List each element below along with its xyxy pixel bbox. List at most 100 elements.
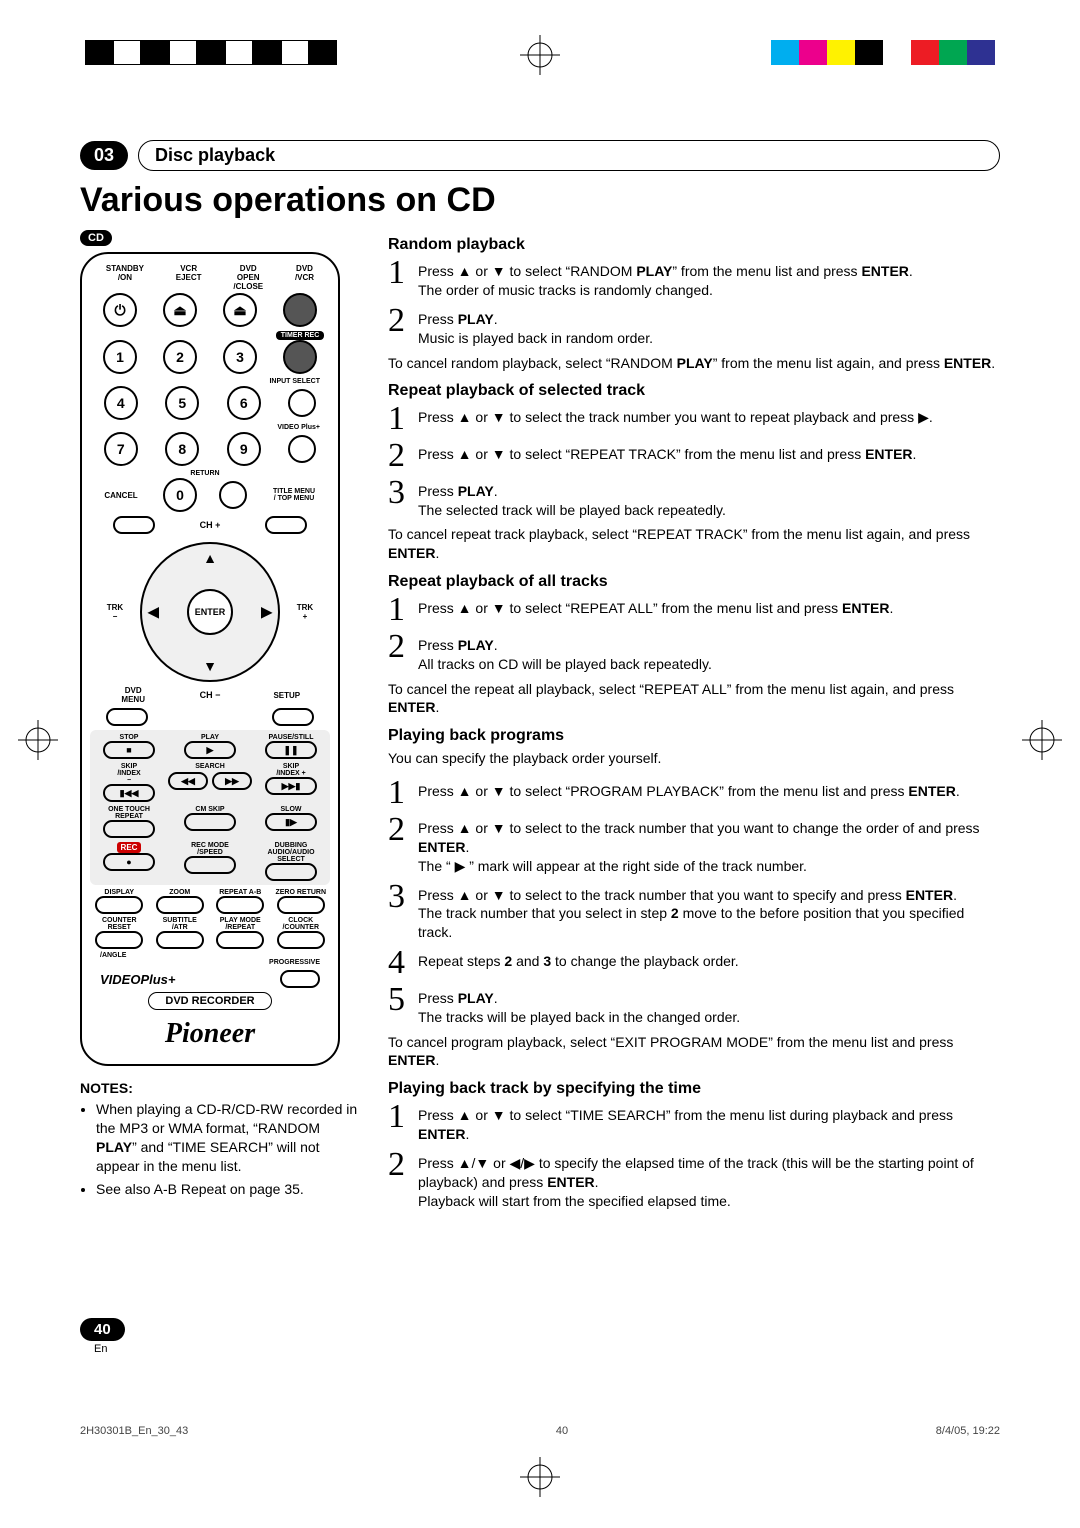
step-number: 4 — [388, 948, 418, 979]
btn-5: 5 — [165, 386, 199, 420]
btn-dvd-menu — [106, 708, 148, 726]
step-number: 2 — [388, 1150, 418, 1211]
btn-input-select — [288, 389, 316, 417]
footer-right: 8/4/05, 19:22 — [936, 1425, 1000, 1437]
step-number: 1 — [388, 1102, 418, 1144]
lbl-videoplus: VIDEO Plus+ — [90, 424, 330, 431]
programs-intro: You can specify the playback order yours… — [388, 749, 1000, 768]
heading-repeat-all: Repeat playback of all tracks — [388, 573, 1000, 591]
btn-fwd: ▶▶ — [212, 772, 252, 790]
btn-pause: ❚❚ — [265, 741, 317, 759]
lbl-trk-minus: TRK− — [90, 603, 140, 621]
cancel-note: To cancel random playback, select “RANDO… — [388, 354, 1000, 373]
chapter-title: Disc playback — [138, 140, 1000, 171]
step-number: 1 — [388, 595, 418, 626]
step-number: 2 — [388, 441, 418, 472]
heading-random: Random playback — [388, 236, 1000, 254]
btn-display — [95, 896, 143, 914]
lbl-search: SEARCH — [195, 763, 225, 770]
btn-vcr-eject: ⏏ — [163, 293, 197, 327]
step-text: Press ▲ or ▼ to select “REPEAT ALL” from… — [418, 595, 1000, 626]
lbl-progressive: PROGRESSIVE — [90, 959, 330, 966]
btn-cmskip — [184, 813, 236, 831]
step-text: Press ▲ or ▼ to select “REPEAT TRACK” fr… — [418, 441, 1000, 472]
registration-cross-top — [520, 35, 560, 75]
btn-zoom — [156, 896, 204, 914]
notes-heading: NOTES: — [80, 1080, 360, 1096]
step-text: Repeat steps 2 and 3 to change the playb… — [418, 948, 1000, 979]
lbl-playmode: PLAY MODE/REPEAT — [220, 917, 261, 931]
lbl-title-menu: TITLE MENU/ TOP MENU — [269, 488, 319, 502]
note-item: See also A-B Repeat on page 35. — [96, 1180, 360, 1199]
colorbars-left — [85, 40, 337, 65]
colorbars-right — [771, 40, 995, 65]
btn-setup — [272, 708, 314, 726]
lbl-dubbing: DUBBING — [275, 842, 308, 849]
btn-1: 1 — [103, 340, 137, 374]
arrow-down-icon: ▼ — [203, 658, 217, 674]
btn-cancel — [113, 516, 155, 534]
step-text: Press PLAY.Music is played back in rando… — [418, 306, 1000, 348]
lbl-angle: /ANGLE — [90, 952, 330, 959]
step-text: Press ▲ or ▼ to select “PROGRAM PLAYBACK… — [418, 778, 1000, 809]
lbl-subtitle: SUBTITLE/ATR — [163, 917, 197, 931]
lbl-stop: STOP — [94, 734, 164, 741]
heading-programs: Playing back programs — [388, 727, 1000, 745]
btn-skip-next: ▶▶▮ — [265, 777, 317, 795]
btn-9: 9 — [227, 432, 261, 466]
registration-marks-top — [0, 0, 1080, 90]
lbl-play: PLAY — [168, 734, 252, 741]
lbl-input-select: INPUT SELECT — [90, 378, 330, 385]
step-number: 1 — [388, 258, 418, 300]
step-text: Press ▲ or ▼ to select “TIME SEARCH” fro… — [418, 1102, 1000, 1144]
btn-return — [219, 481, 247, 509]
btn-title-menu — [265, 516, 307, 534]
footer: 2H30301B_En_30_43 40 8/4/05, 19:22 — [0, 1385, 1080, 1447]
arrow-up-icon: ▲ — [203, 550, 217, 566]
btn-progressive — [280, 970, 320, 988]
step-text: Press ▲ or ▼ to select “RANDOM PLAY” fro… — [418, 258, 1000, 300]
step-text: Press PLAY.All tracks on CD will be play… — [418, 632, 1000, 674]
footer-left: 2H30301B_En_30_43 — [80, 1425, 188, 1437]
remote-control-diagram: STANDBY/ON VCREJECT DVDOPEN/CLOSE DVD/VC… — [80, 252, 340, 1066]
page-content: 03 Disc playback Various operations on C… — [0, 90, 1080, 1385]
lbl-repeatab: REPEAT A-B — [219, 889, 261, 896]
cancel-note: To cancel the repeat all playback, selec… — [388, 680, 1000, 718]
page-title: Various operations on CD — [80, 181, 1000, 220]
lbl-pause: PAUSE/STILL — [256, 734, 326, 741]
btn-8: 8 — [165, 432, 199, 466]
step-number: 1 — [388, 404, 418, 435]
lbl-audio: AUDIO/AUDIOSELECT — [267, 849, 314, 863]
lbl-trk-plus: TRK+ — [280, 603, 330, 621]
lbl-dvd-vcr: DVD/VCR — [295, 264, 314, 291]
chapter-header: 03 Disc playback — [80, 140, 1000, 171]
lbl-cmskip: CM SKIP — [168, 806, 252, 813]
step-text: Press PLAY.The selected track will be pl… — [418, 478, 1000, 520]
btn-6: 6 — [227, 386, 261, 420]
page-number-pill: 40 — [80, 1318, 125, 1341]
btn-skip-prev: ▮◀◀ — [103, 784, 155, 802]
btn-videoplus — [288, 435, 316, 463]
step-text: Press ▲ or ▼ to select the track number … — [418, 404, 1000, 435]
btn-counter — [95, 931, 143, 949]
btn-standby: ⏻ — [103, 293, 137, 327]
btn-subtitle — [156, 931, 204, 949]
btn-rec: ● — [103, 853, 155, 871]
btn-enter: ENTER — [187, 589, 233, 635]
registration-cross-bottom — [0, 1447, 1080, 1507]
lbl-vcr-eject: VCREJECT — [176, 264, 202, 291]
cd-badge: CD — [80, 230, 112, 246]
step-number: 2 — [388, 815, 418, 876]
lbl-skip-p: SKIP/INDEX + — [256, 763, 326, 777]
heading-repeat-track: Repeat playback of selected track — [388, 382, 1000, 400]
notes-list: When playing a CD-R/CD-RW recorded in th… — [80, 1100, 360, 1198]
step-number: 3 — [388, 882, 418, 943]
arrow-right-icon: ▶ — [261, 604, 272, 621]
chapter-number: 03 — [80, 141, 128, 170]
lbl-recmode: REC MODE/SPEED — [168, 842, 252, 856]
btn-3: 3 — [223, 340, 257, 374]
step-number: 3 — [388, 478, 418, 520]
lbl-ch-minus: CH − — [200, 690, 221, 700]
step-number: 1 — [388, 778, 418, 809]
btn-recmode — [184, 856, 236, 874]
